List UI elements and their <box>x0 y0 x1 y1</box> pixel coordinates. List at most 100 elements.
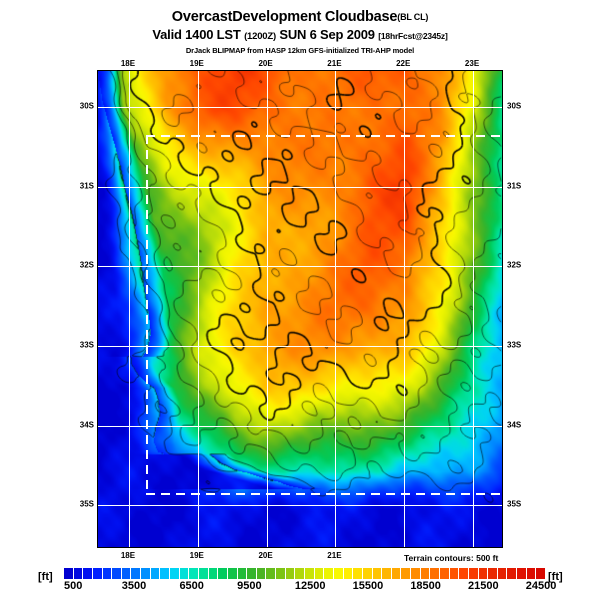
valid-time-local: Valid 1400 LST <box>152 27 241 42</box>
axis-label-left-30S: 30S <box>79 101 94 111</box>
gridline-lon-20 <box>267 71 268 547</box>
colorbar-swatch-43 <box>478 568 488 579</box>
gridline-lon-18 <box>129 71 130 547</box>
colorbar-swatch-41 <box>459 568 468 579</box>
gridline-lat-31 <box>98 187 502 188</box>
axis-label-top-22E: 22E <box>396 59 411 68</box>
axis-label-right-35S: 35S <box>507 499 522 509</box>
colorbar-swatch-17 <box>227 568 237 579</box>
axis-label-right-33S: 33S <box>507 340 522 350</box>
colorbar-swatch-44 <box>488 568 497 579</box>
colorbar-swatch-13 <box>189 568 198 579</box>
axis-label-top-20E: 20E <box>258 59 273 68</box>
gridline-lon-22 <box>404 71 405 547</box>
axis-label-bottom-19E: 19E <box>189 551 204 560</box>
colorbar-swatch-39 <box>439 568 449 579</box>
chart-title-parameter-code: (BL CL) <box>397 12 429 22</box>
axis-label-left-34S: 34S <box>79 420 94 430</box>
terrain-contour-note: Terrain contours: 500 ft <box>404 553 499 563</box>
colorbar-tick-500: 500 <box>64 580 83 592</box>
colorbar-swatch-45 <box>497 568 507 579</box>
colorbar-swatch-21 <box>266 568 276 579</box>
colorbar-swatch-38 <box>430 568 439 579</box>
axis-label-top-23E: 23E <box>464 59 480 68</box>
gridline-lat-30 <box>98 107 502 108</box>
colorbar-swatch-27 <box>324 568 333 579</box>
colorbar-swatch-9 <box>150 568 160 579</box>
axis-label-left-35S: 35S <box>79 499 94 509</box>
colorbar-swatch-36 <box>411 568 420 579</box>
axis-label-top-18E: 18E <box>120 59 136 68</box>
colorbar-swatch-14 <box>198 568 208 579</box>
colorbar-tick-18500: 18500 <box>410 580 441 592</box>
axis-label-right-30S: 30S <box>507 101 522 111</box>
colorbar-swatch-2 <box>83 568 92 579</box>
colorbar-swatch-12 <box>179 568 189 579</box>
colorbar-swatch-7 <box>131 568 141 579</box>
colorbar-tick-15500: 15500 <box>352 580 384 592</box>
colorbar-tick-9500: 9500 <box>237 580 262 592</box>
colorbar-swatch-28 <box>333 568 343 579</box>
cloudbase-heatmap-canvas <box>98 71 502 547</box>
axis-label-right-32S: 32S <box>507 260 522 270</box>
colorbar-swatch-29 <box>343 568 353 579</box>
axis-label-bottom-21E: 21E <box>327 551 342 560</box>
axis-label-left-33S: 33S <box>79 340 94 350</box>
colorbar-swatch-15 <box>208 568 218 579</box>
map-plot-area <box>97 70 503 548</box>
valid-date: SUN 6 Sep 2009 <box>279 27 375 42</box>
colorbar-swatch-6 <box>121 568 131 579</box>
gridline-lat-32 <box>98 266 502 267</box>
colorbar-swatch-31 <box>362 568 372 579</box>
colorbar-tick-6500: 6500 <box>179 580 204 592</box>
axis-label-left-32S: 32S <box>79 260 94 270</box>
colorbar-swatch-10 <box>160 568 170 579</box>
colorbar-swatches <box>64 568 546 579</box>
colorbar-swatch-19 <box>247 568 256 579</box>
colorbar-swatch-11 <box>170 568 179 579</box>
title-block: OvercastDevelopment Cloudbase(BL CL) Val… <box>0 0 600 56</box>
chart-title-main: OvercastDevelopment Cloudbase <box>171 9 398 25</box>
axis-label-top-19E: 19E <box>189 59 204 68</box>
axis-label-left-31S: 31S <box>79 181 94 191</box>
colorbar-swatch-4 <box>102 568 112 579</box>
chart-validity-line: Valid 1400 LST (1200Z) SUN 6 Sep 2009 [1… <box>0 26 600 45</box>
colorbar-swatch-8 <box>141 568 150 579</box>
axis-label-bottom-18E: 18E <box>120 551 136 560</box>
colorbar-swatch-32 <box>372 568 382 579</box>
colorbar-swatch-35 <box>401 568 411 579</box>
colorbar-swatch-5 <box>112 568 121 579</box>
colorbar-swatch-40 <box>449 568 459 579</box>
colorbar-swatch-30 <box>353 568 362 579</box>
colorbar-swatch-47 <box>517 568 526 579</box>
colorbar-area: [ft] 500 3500 6500 9500 12500 15500 18500 21500… <box>0 566 600 600</box>
colorbar-swatch-25 <box>305 568 314 579</box>
gridline-lat-35 <box>98 505 502 506</box>
colorbar-unit-left: [ft] <box>38 571 53 583</box>
colorbar-tick-labels: 500 3500 6500 9500 12500 15500 18500 21500 24500 <box>64 580 556 596</box>
colorbar-swatch-26 <box>314 568 324 579</box>
colorbar-swatch-3 <box>92 568 102 579</box>
forecast-run-info: [18hrFcst@2345z] <box>378 31 448 41</box>
colorbar-swatch-1 <box>73 568 83 579</box>
colorbar-swatch-46 <box>507 568 517 579</box>
colorbar-swatch-18 <box>237 568 247 579</box>
axis-label-top-21E: 21E <box>327 59 342 68</box>
colorbar-swatch-0 <box>64 568 73 579</box>
colorbar-swatch-49 <box>536 568 546 579</box>
axis-label-bottom-20E: 20E <box>258 551 273 560</box>
gridline-lon-19 <box>198 71 199 547</box>
colorbar-swatch-37 <box>420 568 430 579</box>
gridline-lon-23 <box>473 71 474 547</box>
colorbar-swatch-48 <box>526 568 536 579</box>
colorbar-tick-21500: 21500 <box>468 580 499 592</box>
colorbar-swatch-22 <box>276 568 285 579</box>
colorbar-swatch-23 <box>285 568 295 579</box>
axis-label-right-34S: 34S <box>507 420 522 430</box>
colorbar-swatch-20 <box>256 568 266 579</box>
colorbar-unit-right: [ft] <box>548 571 563 583</box>
gridline-lon-21 <box>335 71 336 547</box>
colorbar-tick-3500: 3500 <box>121 580 147 592</box>
valid-time-utc: (1200Z) <box>244 31 276 42</box>
colorbar-swatch-34 <box>391 568 401 579</box>
